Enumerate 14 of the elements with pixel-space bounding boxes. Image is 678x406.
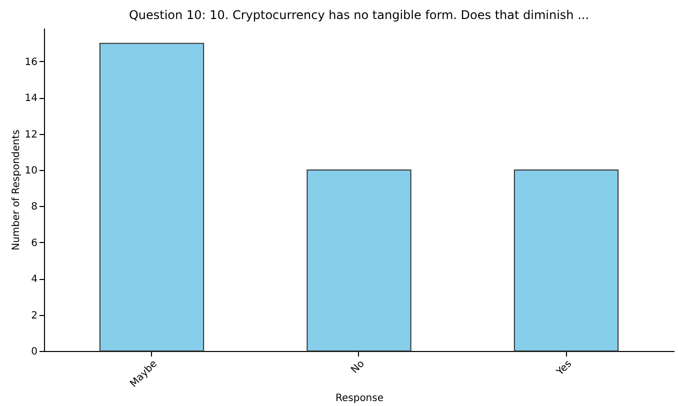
y-tick-label: 2 — [31, 310, 38, 322]
x-axis-title: Response — [335, 393, 384, 404]
y-tick-label: 6 — [31, 238, 38, 249]
y-tick-label: 14 — [24, 93, 38, 104]
y-tick-label: 0 — [31, 346, 38, 358]
x-tick-label: No — [349, 358, 367, 376]
y-tick-label: 16 — [24, 56, 38, 68]
y-tick-label: 4 — [31, 274, 38, 286]
y-tick-label: 10 — [24, 166, 38, 177]
y-axis-title: Number of Respondents — [10, 130, 22, 250]
x-tick-label: Yes — [554, 358, 574, 378]
chart-title: Question 10: 10. Cryptocurrency has no tangible form. Does that diminish ... — [128, 8, 590, 22]
y-tick-label: 12 — [24, 129, 38, 140]
y-tick-label: 8 — [31, 202, 38, 213]
